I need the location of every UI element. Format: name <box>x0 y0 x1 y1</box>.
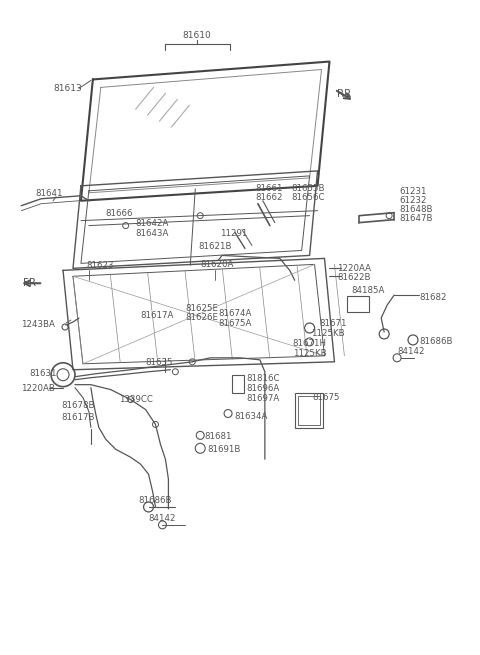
Text: 1243BA: 1243BA <box>21 320 55 329</box>
Text: 1339CC: 1339CC <box>119 394 153 403</box>
Text: 81641: 81641 <box>35 189 63 198</box>
Text: 81666: 81666 <box>106 209 133 217</box>
Text: 84185A: 84185A <box>351 286 385 295</box>
Text: 81631: 81631 <box>29 369 57 378</box>
Text: 81675: 81675 <box>312 392 340 402</box>
Text: 81675A: 81675A <box>218 319 252 328</box>
Text: 11291: 11291 <box>220 229 248 238</box>
Text: 84142: 84142 <box>148 514 176 523</box>
Text: 84142: 84142 <box>397 347 425 356</box>
Text: 81625E: 81625E <box>185 304 218 313</box>
Bar <box>295 392 323 428</box>
Text: 81661: 81661 <box>255 184 282 193</box>
Text: 81671: 81671 <box>320 319 347 328</box>
Text: FR: FR <box>23 278 36 288</box>
Text: 81655B: 81655B <box>292 184 325 193</box>
Text: 61232: 61232 <box>399 196 427 205</box>
Text: 81696A: 81696A <box>246 384 279 393</box>
Text: 81610: 81610 <box>183 31 212 40</box>
Text: 81617B: 81617B <box>61 413 95 422</box>
Text: 81622B: 81622B <box>337 273 371 282</box>
Text: 81621B: 81621B <box>198 242 232 252</box>
Bar <box>232 375 244 392</box>
Text: 81613: 81613 <box>53 84 82 93</box>
Text: 81681: 81681 <box>204 432 232 441</box>
Text: 81623: 81623 <box>86 261 113 271</box>
Text: 81671H: 81671H <box>293 339 327 348</box>
Text: 81617A: 81617A <box>141 311 174 320</box>
Text: 81643A: 81643A <box>136 229 169 238</box>
Bar <box>348 296 369 312</box>
Text: 81656C: 81656C <box>292 193 325 202</box>
Text: 61231: 61231 <box>399 187 427 196</box>
Text: 81816C: 81816C <box>246 374 279 383</box>
Text: 81678B: 81678B <box>61 401 95 409</box>
Text: 81691B: 81691B <box>207 445 240 455</box>
Text: 81674A: 81674A <box>218 309 252 318</box>
Text: RR: RR <box>337 89 352 100</box>
Text: 1125KB: 1125KB <box>311 329 344 338</box>
Text: 81635: 81635 <box>145 358 173 367</box>
Text: 1125KB: 1125KB <box>293 349 326 358</box>
Text: 81634A: 81634A <box>234 411 267 421</box>
Text: 1220AA: 1220AA <box>337 265 372 273</box>
Text: 81686B: 81686B <box>419 337 453 346</box>
Text: 81647B: 81647B <box>399 214 432 223</box>
Text: 81626E: 81626E <box>185 313 218 322</box>
Text: 81697A: 81697A <box>246 394 279 403</box>
Text: 81686B: 81686B <box>139 496 172 505</box>
Text: 1220AB: 1220AB <box>21 384 55 393</box>
Text: 81662: 81662 <box>255 193 282 202</box>
Text: 81682: 81682 <box>419 293 446 302</box>
Text: 81642A: 81642A <box>136 219 169 228</box>
Bar <box>298 396 320 426</box>
Text: 81648B: 81648B <box>399 205 432 214</box>
Text: 81620A: 81620A <box>200 260 234 269</box>
